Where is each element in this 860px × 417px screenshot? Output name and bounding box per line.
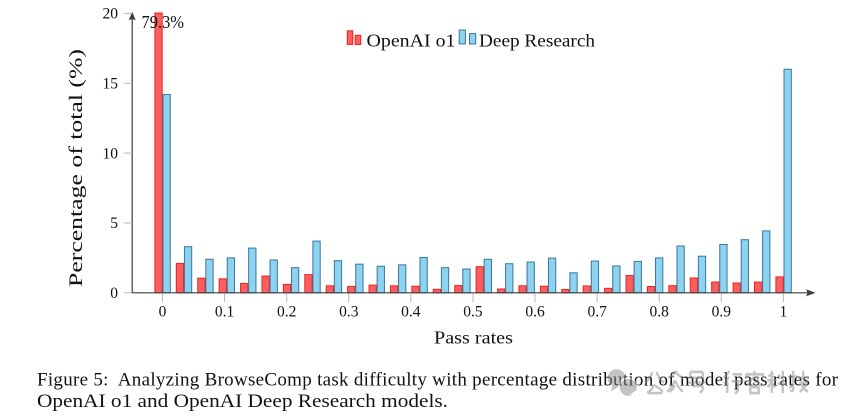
svg-text:10: 10 — [103, 145, 119, 162]
svg-text:0.1: 0.1 — [215, 304, 234, 321]
svg-text:0.6: 0.6 — [525, 304, 545, 321]
svg-text:15: 15 — [103, 75, 119, 92]
svg-text:0: 0 — [159, 304, 167, 321]
svg-text:0.4: 0.4 — [401, 304, 421, 321]
svg-text:0: 0 — [110, 285, 118, 302]
svg-text:0.7: 0.7 — [587, 304, 607, 321]
svg-text:0.9: 0.9 — [712, 304, 732, 321]
svg-text:5: 5 — [110, 215, 118, 232]
svg-text:OpenAI o1: OpenAI o1 — [367, 31, 456, 51]
svg-text:1: 1 — [780, 304, 788, 321]
svg-text:Percentage of total (%): Percentage of total (%) — [66, 49, 87, 287]
svg-text:Deep Research: Deep Research — [479, 31, 595, 51]
svg-text:0.8: 0.8 — [650, 304, 670, 321]
svg-text:0.3: 0.3 — [339, 304, 359, 321]
svg-text:Figure 5: Analyzing BrowseCom: Figure 5: Analyzing BrowseComp task diff… — [37, 370, 839, 391]
svg-text:79.3%: 79.3% — [142, 12, 185, 32]
svg-text:Pass rates: Pass rates — [434, 328, 513, 348]
svg-text:OpenAI o1 and OpenAI Deep Rese: OpenAI o1 and OpenAI Deep Research model… — [37, 391, 448, 412]
svg-text:0.5: 0.5 — [463, 304, 483, 321]
svg-text:0.2: 0.2 — [277, 304, 296, 321]
svg-text:20: 20 — [103, 6, 119, 23]
